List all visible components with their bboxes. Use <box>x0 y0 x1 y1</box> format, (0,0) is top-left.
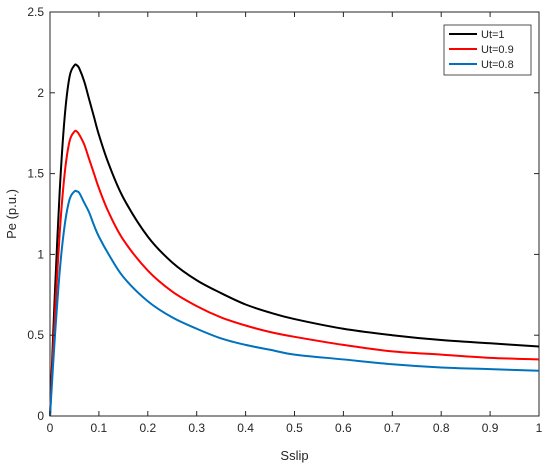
x-tick-label: 0.8 <box>433 421 450 435</box>
legend-label: Ut=1 <box>481 29 505 41</box>
y-axis-label: Pe (p.u.) <box>4 189 19 239</box>
y-tick-label: 2.5 <box>27 5 44 19</box>
x-axis-label: Sslip <box>280 448 308 463</box>
series-line-ut-0-9 <box>49 129 540 417</box>
y-tick-label: 1 <box>37 247 44 261</box>
y-tick-label: 0.5 <box>27 328 44 342</box>
ticks-layer: 0 0.1 0.2 0.3 0.4 0.5 0.6 0.7 0.8 0.9 1 0 0.5 1 1.5 2 2.… <box>27 5 542 435</box>
y-tick-label: 0 <box>37 409 44 423</box>
legend-label: Ut=0.8 <box>481 59 514 71</box>
x-tick-label: 0.7 <box>384 421 401 435</box>
x-tick-label: 0.2 <box>139 421 156 435</box>
x-tick-label: 0 <box>47 421 54 435</box>
x-tick-label: 0.3 <box>188 421 205 435</box>
series-layer <box>49 63 540 417</box>
x-tick-label: 0.9 <box>482 421 499 435</box>
y-tick-label: 2 <box>37 86 44 100</box>
x-tick-label: 0.6 <box>335 421 352 435</box>
legend-label: Ut=0.9 <box>481 44 514 56</box>
x-tick-label: 0.5 <box>286 421 303 435</box>
y-tick-label: 1.5 <box>27 167 44 181</box>
legend: Ut=1 Ut=0.9 Ut=0.8 <box>443 24 532 76</box>
x-tick-label: 1 <box>536 421 543 435</box>
series-line-ut-0-8 <box>49 189 540 417</box>
series-line-ut-1 <box>49 63 540 417</box>
x-tick-label: 0.4 <box>237 421 254 435</box>
x-tick-label: 0.1 <box>91 421 108 435</box>
